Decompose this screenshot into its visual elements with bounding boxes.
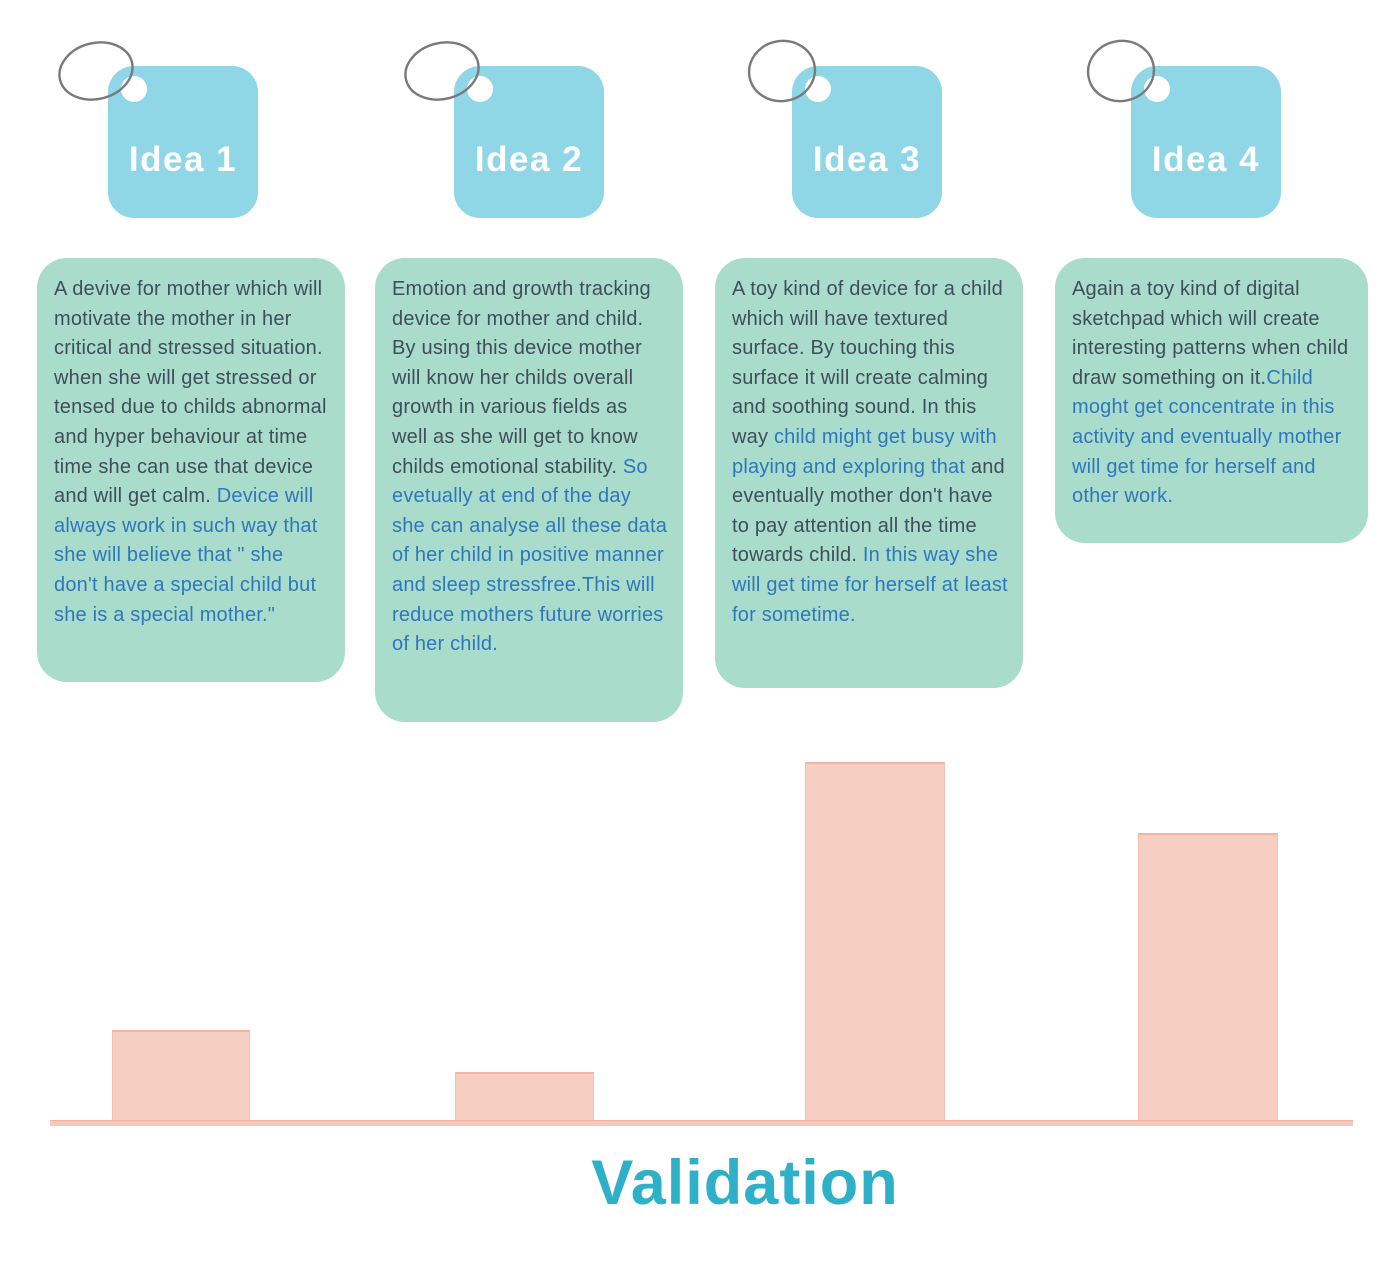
idea-4-tag-label: Idea 4 (1151, 140, 1261, 179)
idea-4-card: Again a toy kind of digital sketchpad wh… (1055, 258, 1368, 543)
idea-2-card: Emotion and growth tracking device for m… (375, 258, 683, 722)
text-segment-dark: Again a toy kind of digital sketchpad wh… (1072, 278, 1349, 389)
text-segment-blue: So evetually at end of the day she can a… (392, 455, 668, 656)
chart-title: Validation (591, 1148, 899, 1218)
validation-bar-idea-3 (805, 762, 945, 1126)
text-segment-dark: A toy kind of device for a child which w… (732, 278, 1003, 448)
tag-hole-icon (1144, 76, 1170, 102)
tag-hole-icon (467, 76, 493, 102)
idea-3-card: A toy kind of device for a child which w… (715, 258, 1023, 688)
text-segment-blue: Child moght get concentrate in this acti… (1072, 366, 1342, 508)
idea-1-description: A devive for mother which will motivate … (54, 275, 330, 630)
idea-3-tag: Idea 3 (747, 39, 942, 218)
tag-hole-icon (121, 76, 147, 102)
text-segment-dark: Emotion and growth tracking device for m… (392, 278, 651, 478)
keyring-icon (404, 41, 480, 101)
idea-2-description: Emotion and growth tracking device for m… (392, 275, 668, 660)
tag-hole-icon (805, 76, 831, 102)
text-segment-dark: A devive for mother which will motivate … (54, 278, 327, 508)
idea-2-tag-label: Idea 2 (474, 140, 584, 179)
text-segment-blue: Device will always work in such way that… (54, 485, 318, 626)
idea-4-tag: Idea 4 (1086, 39, 1281, 218)
idea-2-tag: Idea 2 (404, 41, 604, 218)
idea-1-tag-label: Idea 1 (128, 140, 238, 179)
text-segment-dark: and eventually mother don't have to pay … (732, 455, 1005, 567)
keyring-icon (58, 41, 134, 101)
idea-1-tag: Idea 1 (58, 41, 258, 218)
validation-bar-idea-1 (112, 1030, 250, 1126)
text-segment-blue: child might get busy with playing and ex… (732, 425, 997, 478)
keyring-icon (747, 39, 817, 103)
idea-3-tag-label: Idea 3 (812, 140, 922, 179)
validation-bar-idea-2 (455, 1072, 594, 1126)
idea-3-description: A toy kind of device for a child which w… (732, 275, 1008, 630)
keyring-icon (1086, 39, 1156, 103)
validation-bar-idea-4 (1138, 833, 1278, 1126)
chart-baseline (50, 1120, 1353, 1126)
idea-1-card: A devive for mother which will motivate … (37, 258, 345, 682)
idea-4-description: Again a toy kind of digital sketchpad wh… (1072, 275, 1353, 512)
text-segment-blue: In this way she will get time for hersel… (732, 544, 1008, 626)
